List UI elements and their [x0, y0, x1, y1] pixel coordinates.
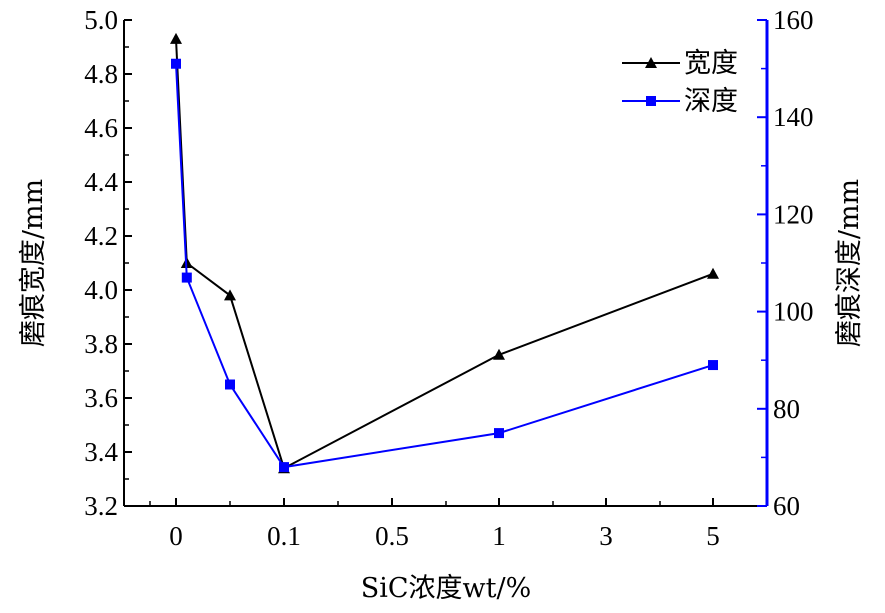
x-tick-label: 5 — [706, 521, 720, 551]
legend: 宽度 深度 — [622, 48, 738, 117]
width-point — [170, 32, 182, 44]
right-tick-label: 160 — [773, 5, 814, 35]
left-tick-label: 5.0 — [84, 5, 118, 35]
legend-width-marker — [645, 57, 657, 68]
x-tick-label: 0.5 — [375, 521, 409, 551]
left-y-axis-title: 磨痕宽度/mm — [18, 179, 49, 347]
right-tick-label: 60 — [773, 491, 800, 521]
legend-width-label: 宽度 — [684, 48, 738, 79]
left-tick-label: 4.8 — [84, 59, 118, 89]
x-tick-label: 0 — [169, 521, 183, 551]
width-point — [224, 289, 236, 301]
legend-item-width: 宽度 — [622, 48, 738, 79]
depth-point — [708, 360, 718, 371]
left-tick-label: 4.6 — [84, 113, 118, 143]
left-tick-label: 3.8 — [84, 329, 118, 359]
left-tick-label: 4.0 — [84, 275, 118, 305]
depth-point — [279, 462, 289, 473]
left-tick-label: 3.2 — [84, 491, 118, 521]
left-tick-label: 3.4 — [84, 437, 118, 467]
x-tick-label: 3 — [599, 521, 613, 551]
right-y-axis-title: 磨痕深度/mm — [834, 179, 865, 347]
right-tick-label: 80 — [773, 394, 800, 424]
width-point — [493, 348, 505, 360]
x-tick-label: 0.1 — [267, 521, 301, 551]
width-point — [707, 267, 719, 279]
x-tick-label: 1 — [492, 521, 506, 551]
left-tick-label: 3.6 — [84, 383, 118, 413]
x-ticks: 0 0.1 0.5 1 3 5 — [149, 498, 720, 551]
legend-depth-label: 深度 — [684, 86, 738, 117]
left-tick-label: 4.2 — [84, 221, 118, 251]
depth-point — [171, 58, 181, 69]
left-tick-label: 4.4 — [84, 167, 118, 197]
depth-point — [494, 428, 504, 439]
right-y-ticks: 60 80 100 120 140 160 — [757, 5, 814, 521]
depth-point — [181, 272, 192, 283]
right-tick-label: 120 — [773, 199, 814, 229]
right-tick-label: 140 — [773, 102, 814, 132]
series-line-1 — [175, 63, 714, 469]
legend-depth-marker — [646, 96, 656, 106]
plot-frame — [123, 20, 769, 507]
series-line-0 — [175, 38, 714, 470]
series-layer — [170, 32, 719, 474]
depth-point — [225, 379, 235, 390]
right-tick-label: 100 — [773, 297, 814, 327]
legend-item-depth: 深度 — [622, 86, 738, 117]
left-y-ticks: 3.2 3.4 3.6 3.8 4.0 4.2 4.4 4.6 4.8 5.0 — [84, 5, 132, 521]
x-axis-title: SiC浓度wt/% — [361, 573, 532, 604]
